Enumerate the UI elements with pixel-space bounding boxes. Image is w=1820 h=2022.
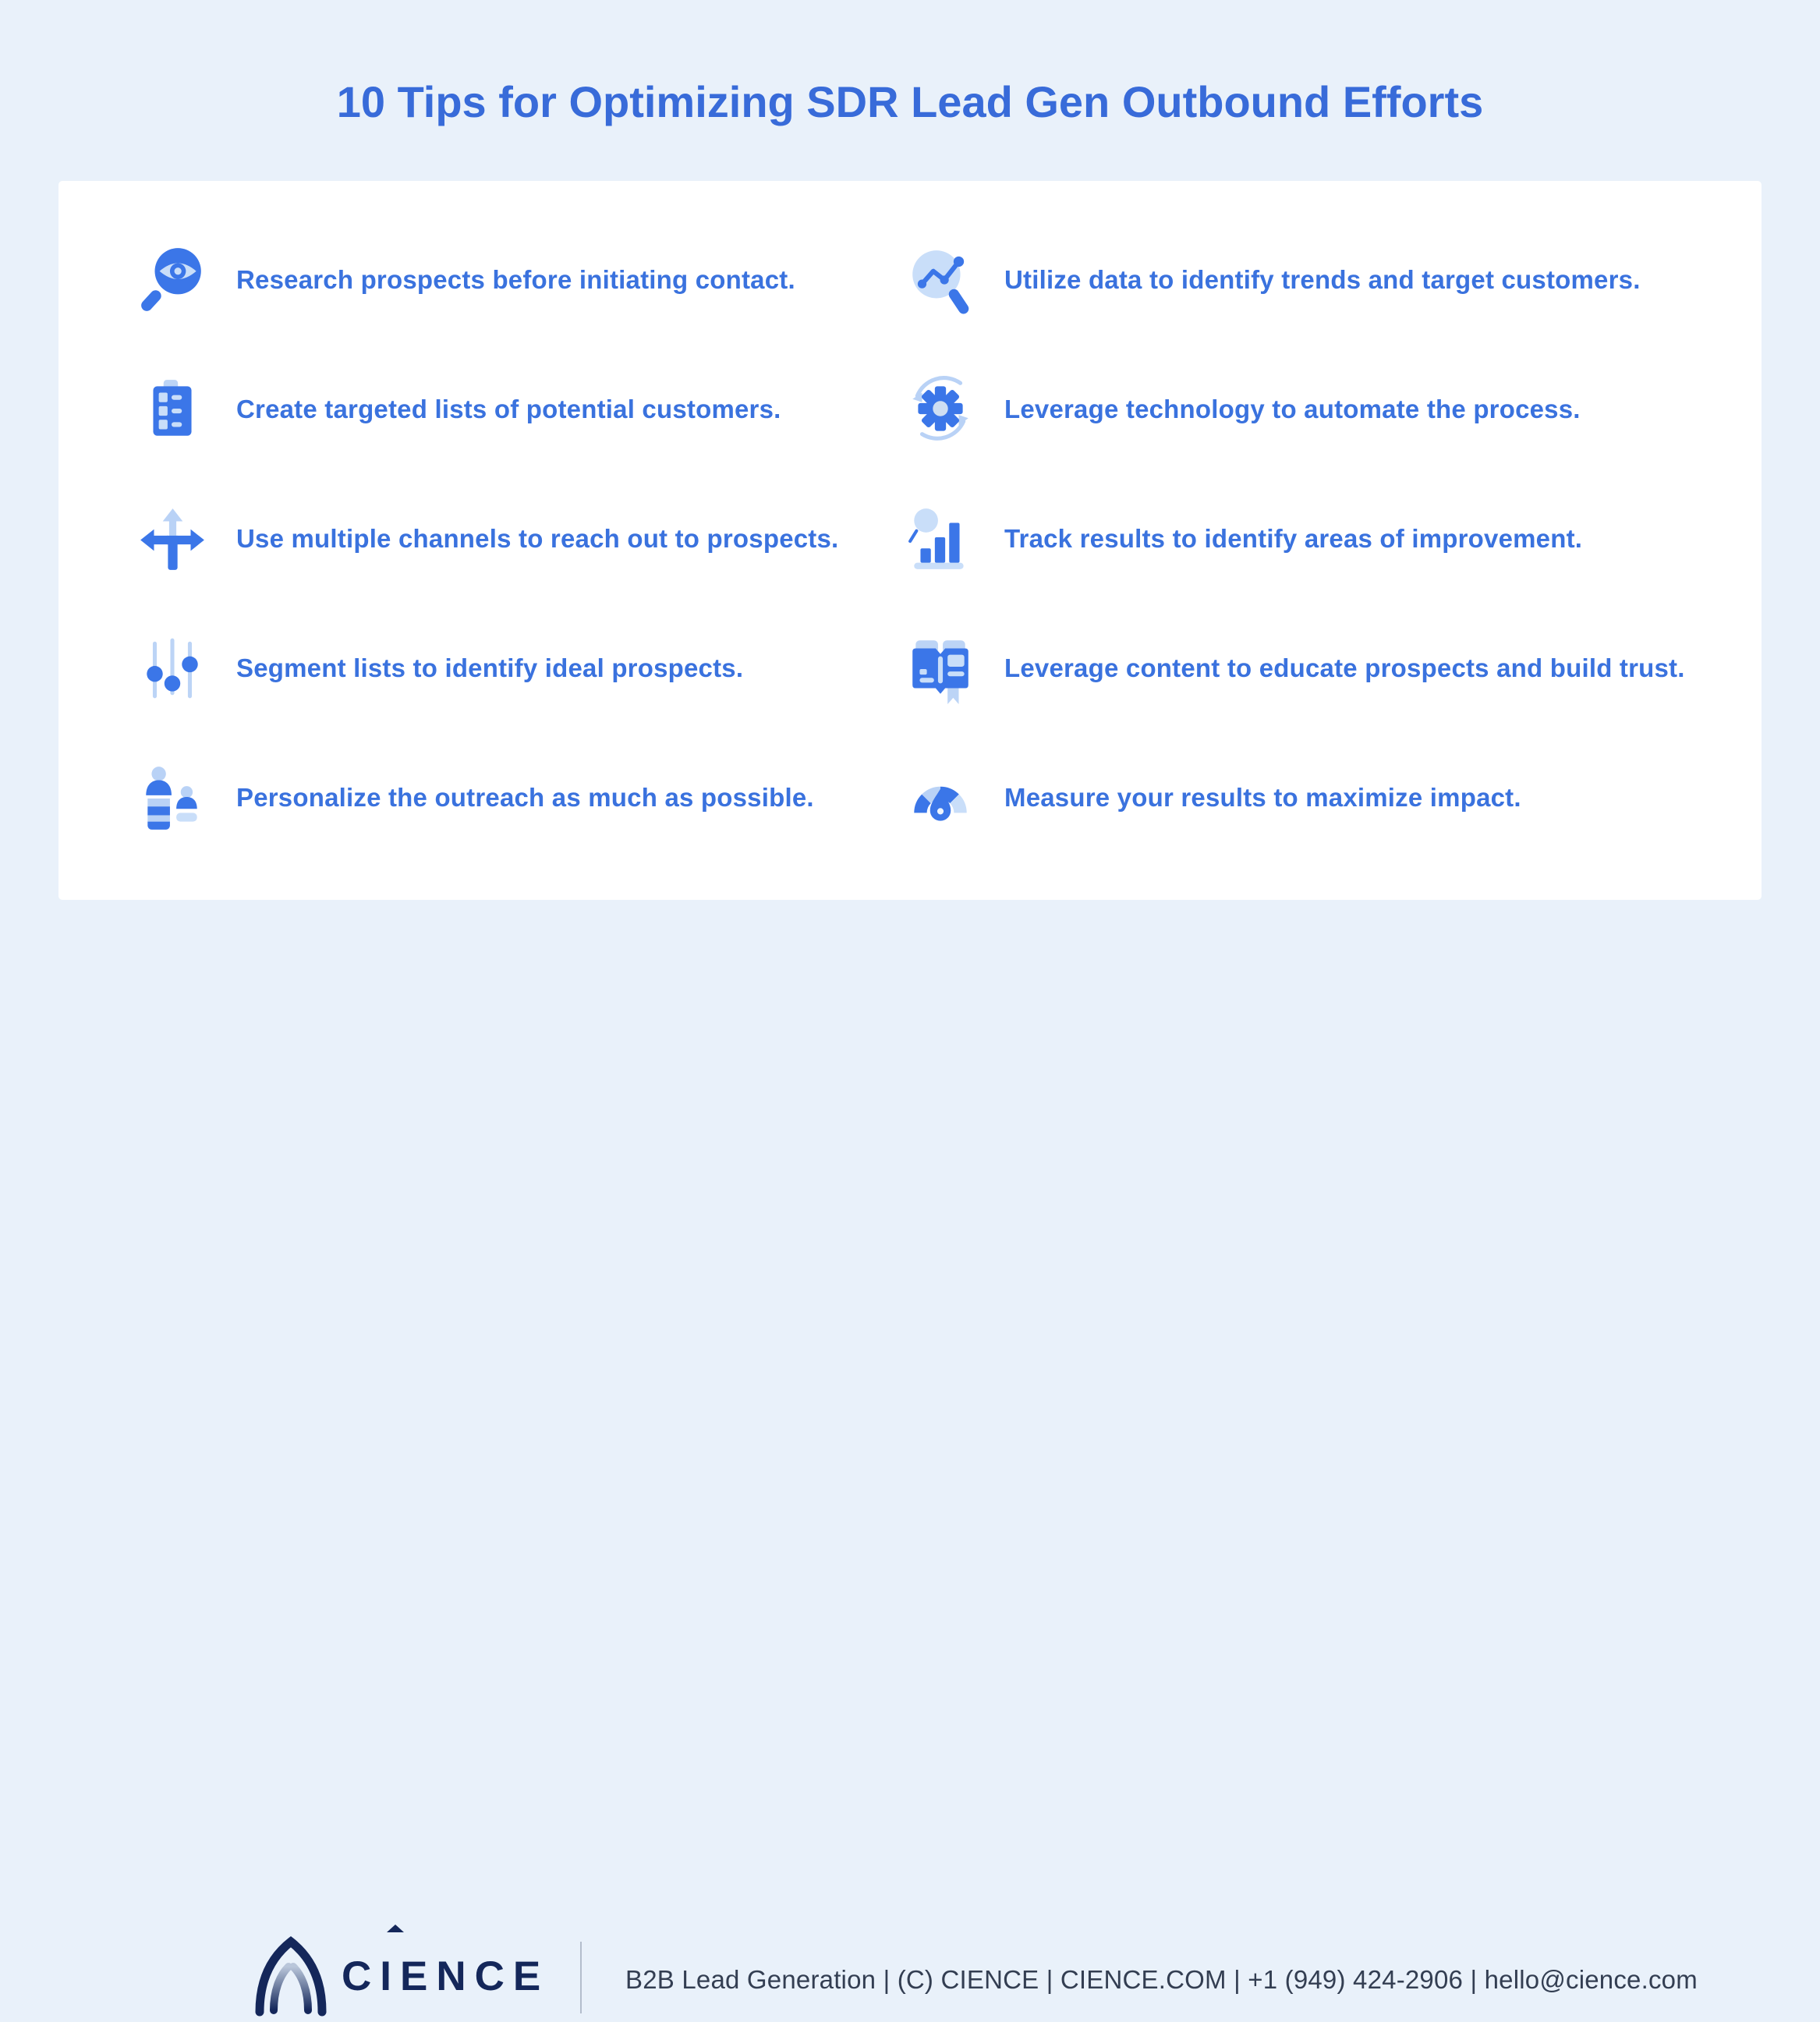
tip-row-multi-channel: Use multiple channels to reach out to pr… [136, 474, 905, 604]
tip-label: Use multiple channels to reach out to pr… [236, 524, 839, 553]
tip-label: Segment lists to identify ideal prospect… [236, 653, 744, 682]
personalize-people-icon [136, 762, 208, 834]
page-title: 10 Tips for Optimizing SDR Lead Gen Outb… [336, 77, 1484, 126]
segment-sliders-icon [136, 632, 208, 704]
tip-row-targeted-lists: Create targeted lists of potential custo… [136, 345, 905, 474]
infographic-page: 10 Tips for Optimizing SDR Lead Gen Outb… [0, 77, 1820, 2017]
footer: CIENCE B2B Lead Generation | (C) CIENCE … [0, 959, 1820, 2017]
automation-gear-icon [905, 374, 976, 445]
tip-row-track-results: Track results to identify areas of impro… [905, 474, 1762, 604]
targeted-list-clipboard-icon [136, 374, 208, 445]
tip-label: Leverage content to educate prospects an… [1004, 653, 1685, 682]
track-results-bar-chart-icon [905, 503, 976, 575]
brand-wordmark: CIENCE [342, 1953, 550, 1999]
tip-row-segment-lists: Segment lists to identify ideal prospect… [136, 604, 905, 733]
tip-row-utilize-data: Utilize data to identify trends and targ… [905, 215, 1762, 345]
tip-row-automation: Leverage technology to automate the proc… [905, 345, 1762, 474]
tip-row-leverage-content: Leverage content to educate prospects an… [905, 604, 1762, 733]
tip-row-research: Research prospects before initiating con… [136, 215, 905, 345]
tip-row-personalize: Personalize the outreach as much as poss… [136, 733, 905, 862]
logo-caret-icon [387, 1925, 404, 1932]
content-open-book-icon [905, 632, 976, 704]
tip-label: Research prospects before initiating con… [236, 265, 795, 294]
tip-label: Utilize data to identify trends and targ… [1004, 265, 1641, 294]
tip-label: Leverage technology to automate the proc… [1004, 395, 1581, 423]
tip-label: Measure your results to maximize impact. [1004, 783, 1521, 812]
tip-label: Personalize the outreach as much as poss… [236, 783, 814, 812]
data-trends-magnifier-icon [905, 244, 976, 316]
tip-label: Create targeted lists of potential custo… [236, 395, 781, 423]
tips-card: Research prospects before initiating con… [58, 181, 1762, 900]
tip-row-measure-results: Measure your results to maximize impact. [905, 733, 1762, 862]
tip-label: Track results to identify areas of impro… [1004, 524, 1583, 553]
research-magnifier-eye-icon [136, 244, 208, 316]
footer-contact-info: B2B Lead Generation | (C) CIENCE | CIENC… [625, 1965, 1698, 1994]
footer-divider [580, 1942, 582, 2013]
multi-channel-arrows-icon [136, 503, 208, 575]
measure-gauge-icon [905, 762, 976, 834]
cience-logo-icon [248, 1934, 334, 2022]
